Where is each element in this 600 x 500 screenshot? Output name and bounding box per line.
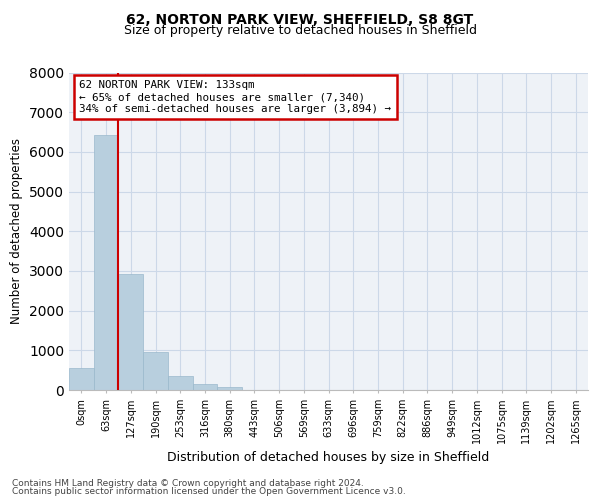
- Text: Size of property relative to detached houses in Sheffield: Size of property relative to detached ho…: [124, 24, 476, 37]
- Bar: [94, 135, 118, 390]
- Bar: [193, 384, 217, 390]
- Text: 62 NORTON PARK VIEW: 133sqm
← 65% of detached houses are smaller (7,340)
34% of : 62 NORTON PARK VIEW: 133sqm ← 65% of det…: [79, 80, 391, 114]
- Text: Contains HM Land Registry data © Crown copyright and database right 2024.: Contains HM Land Registry data © Crown c…: [12, 478, 364, 488]
- Bar: [118, 274, 143, 390]
- Bar: [217, 388, 242, 390]
- Bar: [143, 352, 168, 390]
- Y-axis label: Number of detached properties: Number of detached properties: [10, 138, 23, 324]
- Bar: [69, 368, 94, 390]
- Text: 62, NORTON PARK VIEW, SHEFFIELD, S8 8GT: 62, NORTON PARK VIEW, SHEFFIELD, S8 8GT: [127, 12, 473, 26]
- Bar: [168, 376, 193, 390]
- Text: Contains public sector information licensed under the Open Government Licence v3: Contains public sector information licen…: [12, 487, 406, 496]
- X-axis label: Distribution of detached houses by size in Sheffield: Distribution of detached houses by size …: [167, 452, 490, 464]
